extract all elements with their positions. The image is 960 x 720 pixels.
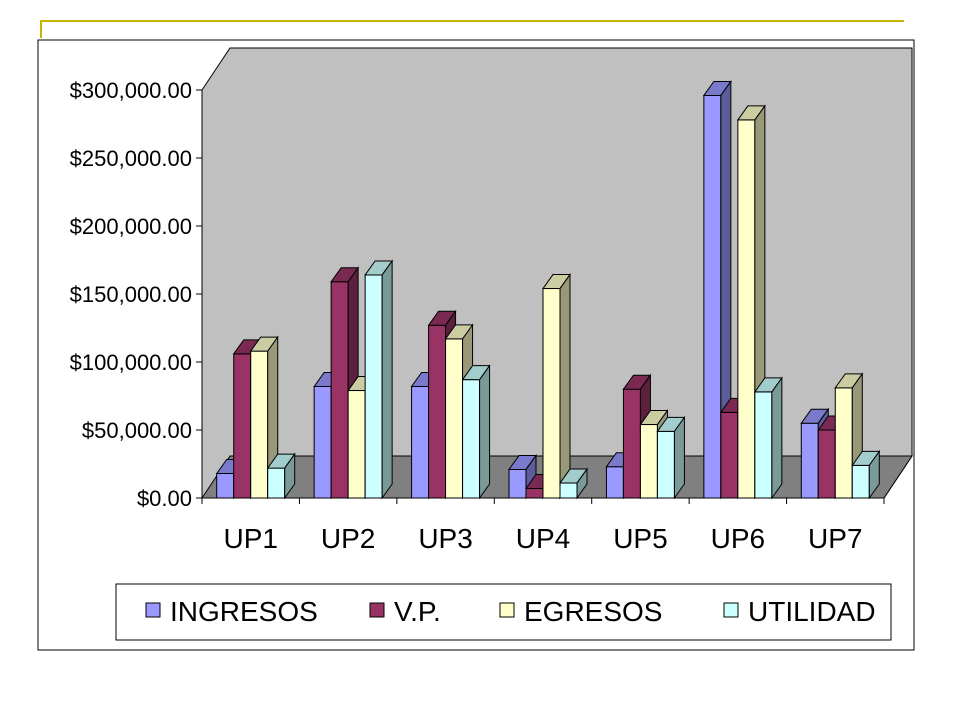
legend-item-vp: V.P.: [369, 596, 441, 627]
legend-item-ingresos: INGRESOS: [145, 596, 318, 627]
x-tick-label: UP5: [613, 523, 667, 554]
legend-label: EGRESOS: [524, 596, 662, 627]
legend-item-utilidad: UTILIDAD: [723, 596, 876, 627]
y-tick-label: $100,000.00: [70, 350, 192, 375]
bar-up1-egresos: [249, 335, 279, 500]
bar-up1-utilidad: [266, 452, 296, 500]
legend-swatch: [723, 602, 739, 618]
bar-series-group: [215, 79, 881, 500]
bar-up6-utilidad: [753, 376, 783, 500]
decorative-side-rule: [40, 20, 42, 38]
bar-up7-utilidad: [851, 449, 881, 500]
x-tick-label: UP3: [418, 523, 472, 554]
y-tick-label: $250,000.00: [70, 146, 192, 171]
legend-swatch: [369, 602, 385, 618]
x-tick-label: UP6: [711, 523, 765, 554]
x-axis-labels: UP1 UP2 UP3 UP4 UP5 UP6 UP7: [201, 498, 885, 554]
legend-swatch: [499, 602, 515, 618]
bar-up3-utilidad: [461, 364, 491, 500]
bar-up2-utilidad: [364, 259, 394, 500]
bar-up4-egresos: [542, 272, 571, 500]
y-tick-label: $50,000.00: [82, 418, 192, 443]
y-tick-label: $300,000.00: [70, 78, 192, 103]
bar-up4-utilidad: [559, 467, 588, 500]
bar-up5-utilidad: [656, 415, 686, 500]
y-tick-label: $150,000.00: [70, 282, 192, 307]
x-tick-label: UP1: [223, 523, 277, 554]
y-axis-ticks: $0.00 $50,000.00 $100,000.00 $150,000.00 $20…: [70, 78, 202, 511]
legend-label: INGRESOS: [170, 596, 318, 627]
y-tick-label: $0.00: [137, 486, 192, 511]
x-tick-label: UP2: [321, 523, 375, 554]
y-tick-label: $200,000.00: [70, 214, 192, 239]
legend-item-egresos: EGRESOS: [499, 596, 662, 627]
x-tick-label: UP4: [516, 523, 570, 554]
x-tick-label: UP7: [808, 523, 862, 554]
legend: INGRESOS V.P. EGRESOS UTILIDAD: [145, 596, 876, 627]
legend-label: V.P.: [394, 596, 441, 627]
decorative-top-rule: [40, 20, 904, 22]
legend-swatch: [145, 602, 161, 618]
legend-label: UTILIDAD: [748, 596, 876, 627]
